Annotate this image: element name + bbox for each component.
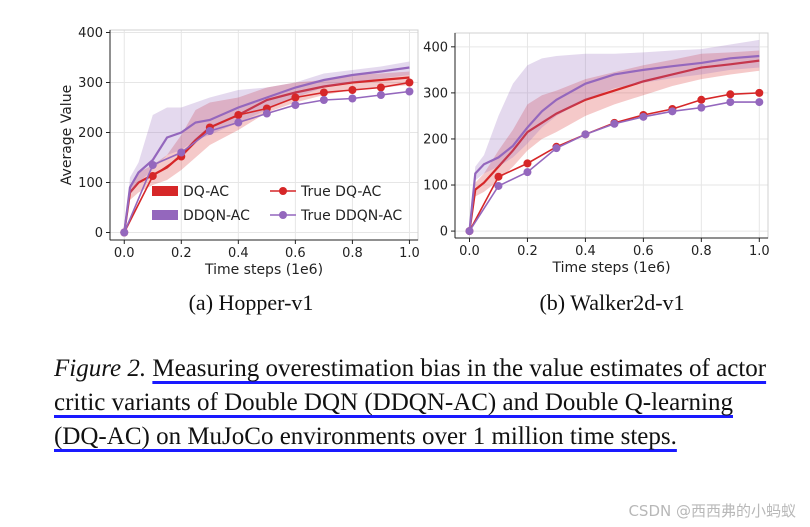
data-point [668,107,677,116]
data-point [234,118,243,127]
x-tick-label: 0.4 [575,244,596,259]
confidence-band [469,50,760,232]
data-point [494,172,503,181]
x-tick-label: 0.0 [114,246,135,261]
x-tick-label: 0.6 [285,246,306,261]
y-tick-label: 400 [423,40,448,55]
subplot-title-walker2d: (b) Walker2d-v1 [539,290,684,315]
x-axis-label: Time steps (1e6) [204,262,323,278]
data-point [262,109,271,118]
legend: DQ-AC DDQN-AC True DQ-AC True DDQN-AC [152,184,402,224]
legend-label: True DDQN-AC [300,208,402,224]
y-tick-label: 400 [78,26,103,41]
walker2d-panel: 0.0 0.2 0.4 0.6 0.8 1.0 0 100 200 300 400 Time step… [423,32,770,276]
data-point [234,111,243,119]
x-tick-label: 0.2 [517,244,538,259]
legend-marker [279,211,287,219]
data-point [405,87,414,96]
data-point [348,86,357,94]
data-point [523,168,532,177]
data-point [177,148,186,157]
subplot-title-hopper: (a) Hopper-v1 [189,290,314,315]
y-tick-label: 0 [440,225,448,240]
x-tick-label: 0.2 [171,246,192,261]
data-point [148,172,157,180]
data-point [697,95,706,104]
legend-patch [152,186,178,196]
data-point [523,159,532,168]
legend-label: True DQ-AC [300,184,381,200]
data-point [376,83,385,92]
x-tick-label: 0.8 [691,244,712,259]
x-axis-label: Time steps (1e6) [551,260,670,276]
legend-marker [279,187,287,195]
x-tick-label: 0.8 [342,246,363,261]
x-tick-label: 0.6 [633,244,654,259]
caption-text: Measuring overestimation bias in the val… [54,355,767,450]
data-point [697,103,706,112]
data-point [610,119,619,128]
legend-patch [152,210,178,220]
data-point [120,228,129,237]
data-point [205,127,214,135]
y-tick-label: 0 [95,226,103,241]
data-point [726,98,735,107]
data-point [726,90,735,99]
data-point [319,88,328,97]
y-axis-label: Average Value [59,85,75,185]
data-point [291,93,300,102]
figure-caption: Figure 2. Measuring overestimation bias … [54,352,776,454]
data-point [348,94,357,103]
data-point [405,78,414,87]
confidence-band [124,61,410,233]
y-tick-label: 200 [423,132,448,147]
y-tick-label: 200 [78,126,103,141]
series-line [468,54,760,232]
data-point [291,101,300,109]
data-point [552,144,561,153]
hopper-panel: 0.0 0.2 0.4 0.6 0.8 1.0 0 100 200 300 400 Time step… [59,26,420,278]
data-point [755,88,764,97]
data-point [319,96,328,104]
y-tick-label: 300 [423,86,448,101]
legend-label: DDQN-AC [183,208,250,224]
x-tick-label: 1.0 [399,246,420,261]
data-point [755,98,764,107]
x-tick-label: 0.4 [228,246,249,261]
watermark: CSDN @西西弗的小蚂蚁 [628,502,796,520]
data-point [465,227,474,236]
data-point [581,130,590,139]
figure-label: Figure 2. [54,355,147,382]
data-point [494,181,503,190]
legend-label: DQ-AC [183,184,229,200]
y-tick-label: 100 [423,179,448,194]
confidence-band [124,71,410,233]
data-point [376,91,385,99]
y-tick-label: 100 [78,176,103,191]
confidence-band [469,39,760,232]
data-point [639,112,648,121]
data-point [148,161,157,169]
y-tick-label: 300 [78,76,103,91]
x-tick-label: 1.0 [749,244,770,259]
x-tick-label: 0.0 [459,244,480,259]
series-line [123,66,410,233]
series-line [468,59,760,232]
